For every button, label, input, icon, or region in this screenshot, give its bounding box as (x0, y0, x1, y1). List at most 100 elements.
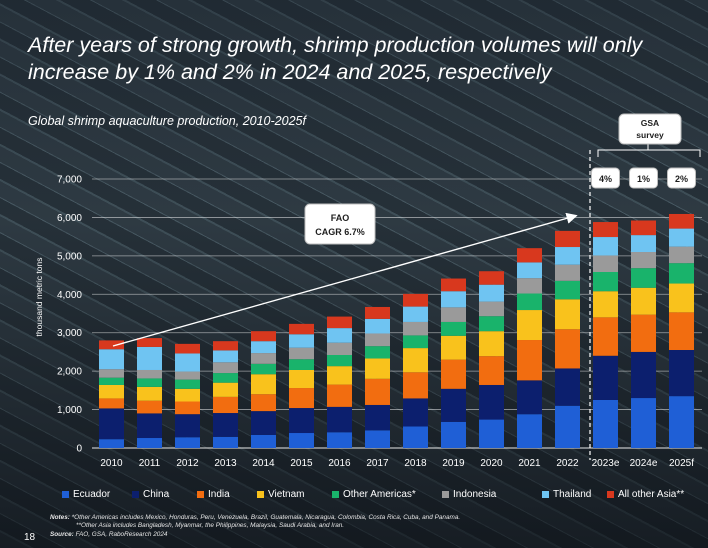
bar-segment (479, 356, 504, 385)
growth-badge (667, 167, 696, 189)
bar-segment (479, 284, 504, 302)
bar-segment (593, 399, 618, 448)
x-tick-label: 2021 (518, 458, 541, 469)
bar-segment (137, 386, 162, 401)
bar-segment (365, 333, 390, 347)
legend-item: Other Americas* (332, 489, 416, 500)
bar-segment (289, 359, 314, 370)
bar-segment (365, 306, 390, 319)
bar-segment (479, 419, 504, 448)
bar-segment (213, 373, 238, 383)
bar-segment (175, 343, 200, 354)
bar-segment (175, 401, 200, 415)
x-tick-label: 2017 (366, 458, 389, 469)
gsa-bracket (597, 149, 701, 157)
x-tick-label: 2014 (252, 458, 275, 469)
bar-segment (441, 278, 466, 292)
bar-segment (251, 331, 276, 342)
bar-segment (669, 350, 694, 397)
legend-swatch (257, 491, 264, 498)
legend-item: India (197, 489, 230, 500)
bar-segment (631, 287, 656, 315)
gsa-callout (618, 113, 682, 145)
bar-segment (213, 362, 238, 374)
bar-segment (365, 346, 390, 359)
bar-segment (327, 316, 352, 329)
bar-stack (441, 278, 466, 448)
y-tick-label: 4,000 (57, 290, 82, 301)
bar-segment (365, 404, 390, 431)
notes-other-asia: **Other Asia includes Bangladesh, Myanma… (76, 522, 345, 530)
legend-label: China (143, 489, 170, 500)
bar-segment (213, 382, 238, 397)
bar-segment (555, 329, 580, 369)
bar-segment (517, 248, 542, 263)
bar-segment (441, 321, 466, 336)
bar-segment (175, 379, 200, 389)
bar-segment (251, 411, 276, 435)
bar-segment (631, 268, 656, 288)
legend-swatch (542, 491, 549, 498)
bar-segment (137, 346, 162, 370)
bar-segment (631, 252, 656, 269)
y-tick-label: 1,000 (57, 405, 82, 416)
bar-segment (251, 353, 276, 364)
legend-label: All other Asia** (618, 489, 685, 500)
gsa-label: GSA (641, 118, 659, 128)
y-tick-label: 3,000 (57, 328, 82, 339)
bar-segment (327, 384, 352, 407)
legend-item: Thailand (542, 489, 591, 500)
bar-segment (213, 350, 238, 363)
y-tick-label: 5,000 (57, 251, 82, 262)
bar-segment (593, 291, 618, 318)
bar-segment (517, 414, 542, 448)
bar-segment (403, 426, 428, 448)
bar-segment (365, 318, 390, 334)
bar-segment (175, 353, 200, 372)
bar-segment (441, 335, 466, 360)
x-tick-label: 2012 (176, 458, 199, 469)
bar-segment (289, 347, 314, 360)
x-tick-label: 2024e (630, 458, 658, 469)
bar-segment (175, 388, 200, 402)
chart-title: Global shrimp aquaculture production, 20… (28, 114, 306, 128)
growth-badge (591, 167, 620, 189)
bar-segment (555, 280, 580, 300)
bar-segment (99, 384, 124, 399)
legend-swatch (442, 491, 449, 498)
legend-item: China (132, 489, 169, 500)
bar-segment (479, 316, 504, 332)
bar-segment (327, 432, 352, 448)
annotations: FAO CAGR 6.7% GSA survey 4% 1% 2% (112, 113, 701, 460)
bar-segment (517, 262, 542, 279)
bar-segment (327, 355, 352, 367)
bar-segment (517, 293, 542, 311)
bar-segment (99, 369, 124, 378)
bar-segment (403, 372, 428, 399)
source-text: FAO, GSA, RaboResearch 2024 (75, 530, 168, 538)
bar-segment (289, 433, 314, 448)
legend-swatch (62, 491, 69, 498)
bar-segment (99, 377, 124, 385)
bar-segment (669, 246, 694, 264)
growth-badge (629, 167, 658, 189)
growth-label: 2% (675, 174, 688, 184)
bar-segment (327, 328, 352, 343)
bar-segment (555, 264, 580, 281)
bar-stack (213, 341, 238, 448)
bar-segment (365, 430, 390, 448)
bar-stack (137, 338, 162, 448)
legend-item: Vietnam (257, 489, 305, 500)
bar-stack (175, 343, 200, 448)
legend-label: India (208, 489, 230, 500)
bar-segment (99, 439, 124, 448)
bar-segment (289, 334, 314, 348)
bar-segment (99, 398, 124, 409)
bar-stack (479, 271, 504, 448)
bar-segment (669, 263, 694, 284)
bar-segment (403, 321, 428, 336)
legend-swatch (332, 491, 339, 498)
bar-segment (441, 307, 466, 322)
